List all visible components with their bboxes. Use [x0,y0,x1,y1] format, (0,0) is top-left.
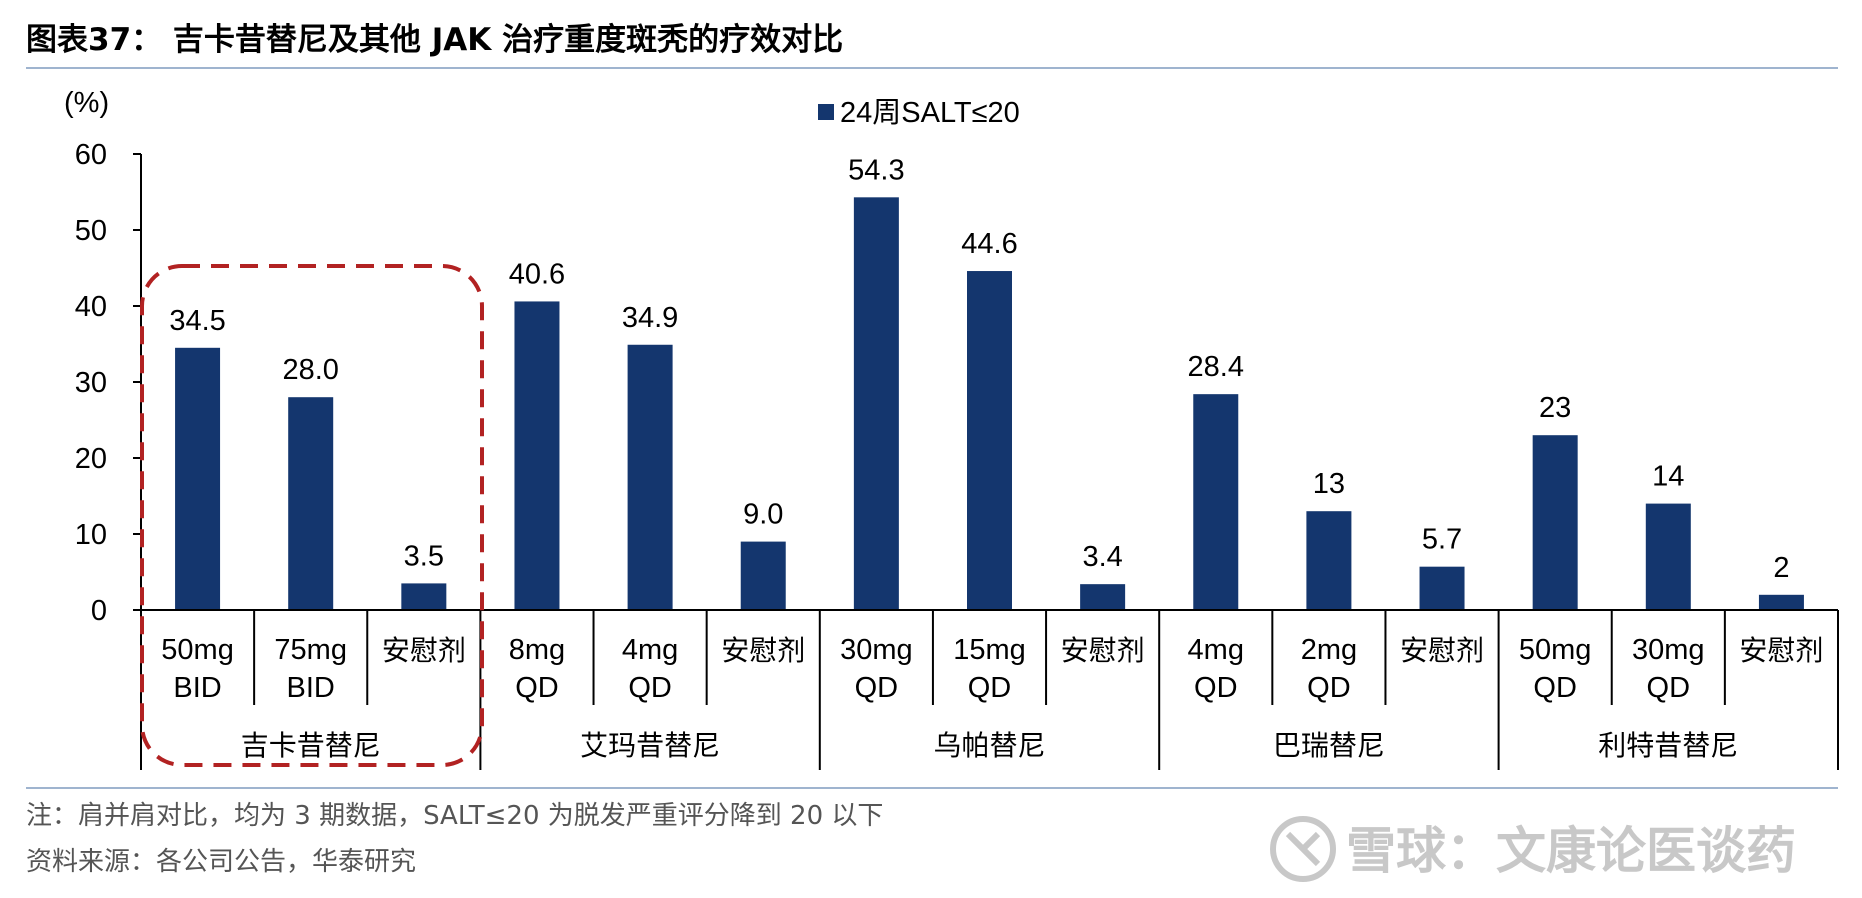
bar [1645,503,1691,610]
bar-value-label: 2 [1773,552,1789,584]
x-group-label: 巴瑞替尼 [1273,729,1385,762]
x-category-label: 安慰剂 [1400,634,1484,667]
x-category-label: 安慰剂 [1061,634,1145,667]
legend-swatch [818,104,834,120]
y-tick-label: 50 [75,215,107,247]
x-category-label: QD [968,672,1012,704]
y-tick-label: 10 [75,519,107,551]
x-category-label: 2mg [1301,634,1357,666]
y-tick-label: 20 [75,443,107,475]
bar [1306,511,1352,610]
x-category-label: 4mg [1188,634,1244,666]
chart-title: 图表37： 吉卡昔替尼及其他 JAK 治疗重度斑秃的疗效对比 [26,22,843,58]
footnote: 注：肩并肩对比，均为 3 期数据，SALT≤20 为脱发严重评分降到 20 以下 [26,801,883,831]
bar-value-label: 34.5 [169,305,225,337]
x-category-label: 安慰剂 [1739,634,1823,667]
bar [1532,435,1578,610]
x-category-label: 15mg [953,634,1026,666]
watermark: 雪球：文康论医谈药 [1270,816,1796,882]
x-axis: 50mg BID 75mg BID 安慰剂 8mg QD 4mg QD 安慰剂 30mg QD 15mg… [140,609,1839,770]
bar [1419,566,1465,610]
y-tick-label: 30 [75,367,107,399]
bar-value-label: 54.3 [848,154,904,186]
legend-label: 24周SALT≤20 [840,97,1020,129]
bar [853,197,899,610]
x-category-label: QD [1533,672,1577,704]
bar-value-label: 28.4 [1188,351,1244,383]
x-category-label: QD [628,672,672,704]
bar-value-label: 40.6 [509,258,565,290]
source-note: 资料来源：各公司公告，华泰研究 [26,847,416,877]
bar [627,344,673,610]
y-tick-label: 40 [75,291,107,323]
x-category-label: 安慰剂 [382,634,466,667]
x-category-label: 30mg [1632,634,1705,666]
bar-value-label: 9.0 [743,499,783,531]
bar-value-label: 44.6 [961,228,1017,260]
bar [1758,594,1804,610]
y-tick-label: 60 [75,139,107,171]
x-category-label: QD [515,672,559,704]
snowball-logo-icon [1270,816,1336,882]
x-category-label: QD [1647,672,1691,704]
bar-value-label: 23 [1539,392,1571,424]
bar-value-label: 28.0 [282,354,338,386]
bar [967,271,1012,610]
bar [288,397,334,610]
bar-value-label: 13 [1313,468,1345,500]
bar-value-label: 34.9 [622,302,678,334]
bar-value-label: 5.7 [1422,524,1462,556]
x-category-label: 8mg [509,634,565,666]
y-axis-unit-label: (%) [64,87,109,119]
bar-value-label: 3.4 [1082,541,1122,573]
x-category-label: 50mg [1519,634,1592,666]
bar [740,541,786,610]
y-axis: 0 10 20 30 40 50 60 [75,139,142,627]
x-category-label: BID [173,672,221,704]
x-category-label: 75mg [274,634,347,666]
bar [401,583,447,610]
x-category-label: QD [855,672,899,704]
x-group-label: 艾玛昔替尼 [580,729,720,762]
x-group-label: 吉卡昔替尼 [241,729,381,762]
x-category-label: BID [287,672,335,704]
bar-value-label: 14 [1652,461,1684,493]
x-category-label: 安慰剂 [721,634,805,667]
x-category-label: 30mg [840,634,913,666]
bar-value-label: 3.5 [404,540,444,572]
x-category-label: QD [1307,672,1351,704]
x-category-label: 50mg [161,634,234,666]
x-category-label: QD [1194,672,1238,704]
x-category-label: 4mg [622,634,678,666]
y-tick-label: 0 [91,595,107,627]
bar [514,301,560,610]
highlight-box [140,264,484,767]
bar [175,347,221,610]
x-group-label: 乌帕替尼 [933,729,1045,762]
bars [175,197,1804,610]
bar [1193,394,1239,610]
watermark-text: 雪球：文康论医谈药 [1346,822,1796,880]
x-group-label: 利特昔替尼 [1598,729,1738,762]
legend: 24周SALT≤20 [818,97,1020,129]
bar [1080,584,1126,610]
value-labels: 34.5 28.0 3.5 40.6 34.9 9.0 54.3 44.6 3.4 28.4 13 5… [169,154,1789,583]
